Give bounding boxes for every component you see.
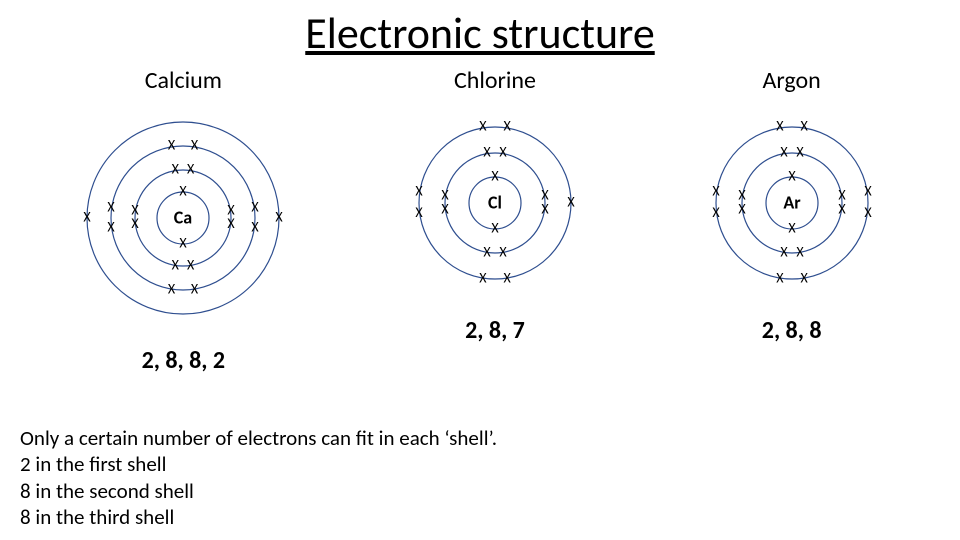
svg-text:Ca: Ca (174, 206, 192, 228)
atom-calcium: Calcium CaXXXXXXXXXXXXXXXXXXXX 2, 8, 8, … (68, 66, 298, 375)
svg-text:X: X (780, 143, 788, 160)
atom-name-calcium: Calcium (145, 66, 222, 95)
svg-text:X: X (712, 183, 720, 200)
svg-text:X: X (491, 219, 499, 236)
svg-text:X: X (84, 208, 92, 225)
svg-text:X: X (228, 215, 236, 232)
svg-text:X: X (168, 136, 176, 153)
footer-line: 2 in the first shell (20, 451, 497, 477)
atom-diagram-argon: ArXXXXXXXXXXXXXXXXXX (692, 103, 892, 308)
svg-text:X: X (168, 280, 176, 297)
svg-text:X: X (180, 182, 188, 199)
svg-text:X: X (780, 243, 788, 260)
svg-text:X: X (504, 269, 512, 286)
svg-text:X: X (796, 143, 804, 160)
svg-text:X: X (712, 204, 720, 221)
shell-diagram: CaXXXXXXXXXXXXXXXXXXXX (68, 103, 298, 333)
svg-text:X: X (108, 198, 116, 215)
atom-config-chlorine: 2, 8, 7 (465, 316, 525, 345)
svg-text:X: X (776, 269, 784, 286)
svg-text:X: X (108, 218, 116, 235)
atom-chlorine: Chlorine ClXXXXXXXXXXXXXXXXX 2, 8, 7 (395, 66, 595, 345)
atoms-row: Calcium CaXXXXXXXXXXXXXXXXXXXX 2, 8, 8, … (0, 66, 960, 375)
svg-text:X: X (187, 160, 195, 177)
atom-name-argon: Argon (762, 66, 820, 95)
svg-text:X: X (252, 198, 260, 215)
svg-text:Cl: Cl (488, 191, 502, 213)
page-title: Electronic structure (0, 0, 960, 60)
svg-text:X: X (479, 269, 487, 286)
footer-line: 8 in the third shell (20, 504, 497, 530)
svg-text:X: X (483, 243, 491, 260)
svg-text:X: X (499, 243, 507, 260)
svg-text:X: X (491, 167, 499, 184)
atom-name-chlorine: Chlorine (454, 66, 536, 95)
svg-text:X: X (252, 218, 260, 235)
svg-text:X: X (180, 234, 188, 251)
svg-text:X: X (132, 215, 140, 232)
footer-line: 8 in the second shell (20, 478, 497, 504)
footer-text: Only a certain number of electrons can f… (20, 425, 497, 530)
svg-text:X: X (172, 160, 180, 177)
atom-config-calcium: 2, 8, 8, 2 (142, 346, 226, 375)
svg-text:X: X (415, 204, 423, 221)
svg-text:X: X (796, 243, 804, 260)
svg-text:X: X (838, 200, 846, 217)
svg-text:X: X (172, 256, 180, 273)
atom-diagram-chlorine: ClXXXXXXXXXXXXXXXXX (395, 103, 595, 308)
footer-line: Only a certain number of electrons can f… (20, 425, 497, 451)
svg-text:X: X (738, 200, 746, 217)
svg-text:X: X (504, 117, 512, 134)
shell-diagram: ArXXXXXXXXXXXXXXXXXX (692, 103, 892, 303)
svg-text:X: X (567, 193, 575, 210)
svg-text:X: X (864, 204, 872, 221)
atom-config-argon: 2, 8, 8 (762, 316, 822, 345)
svg-text:X: X (788, 219, 796, 236)
atom-argon: Argon ArXXXXXXXXXXXXXXXXXX 2, 8, 8 (692, 66, 892, 345)
svg-text:X: X (864, 183, 872, 200)
svg-text:X: X (415, 183, 423, 200)
svg-text:X: X (788, 167, 796, 184)
svg-text:X: X (441, 200, 449, 217)
svg-text:X: X (191, 136, 199, 153)
svg-text:X: X (541, 200, 549, 217)
svg-text:X: X (276, 208, 284, 225)
svg-text:X: X (800, 269, 808, 286)
svg-text:X: X (187, 256, 195, 273)
svg-text:X: X (499, 143, 507, 160)
svg-text:Ar: Ar (783, 191, 801, 213)
svg-text:X: X (479, 117, 487, 134)
svg-text:X: X (191, 280, 199, 297)
atom-diagram-calcium: CaXXXXXXXXXXXXXXXXXXXX (68, 103, 298, 338)
shell-diagram: ClXXXXXXXXXXXXXXXXX (395, 103, 595, 303)
svg-text:X: X (483, 143, 491, 160)
svg-text:X: X (800, 117, 808, 134)
svg-text:X: X (776, 117, 784, 134)
